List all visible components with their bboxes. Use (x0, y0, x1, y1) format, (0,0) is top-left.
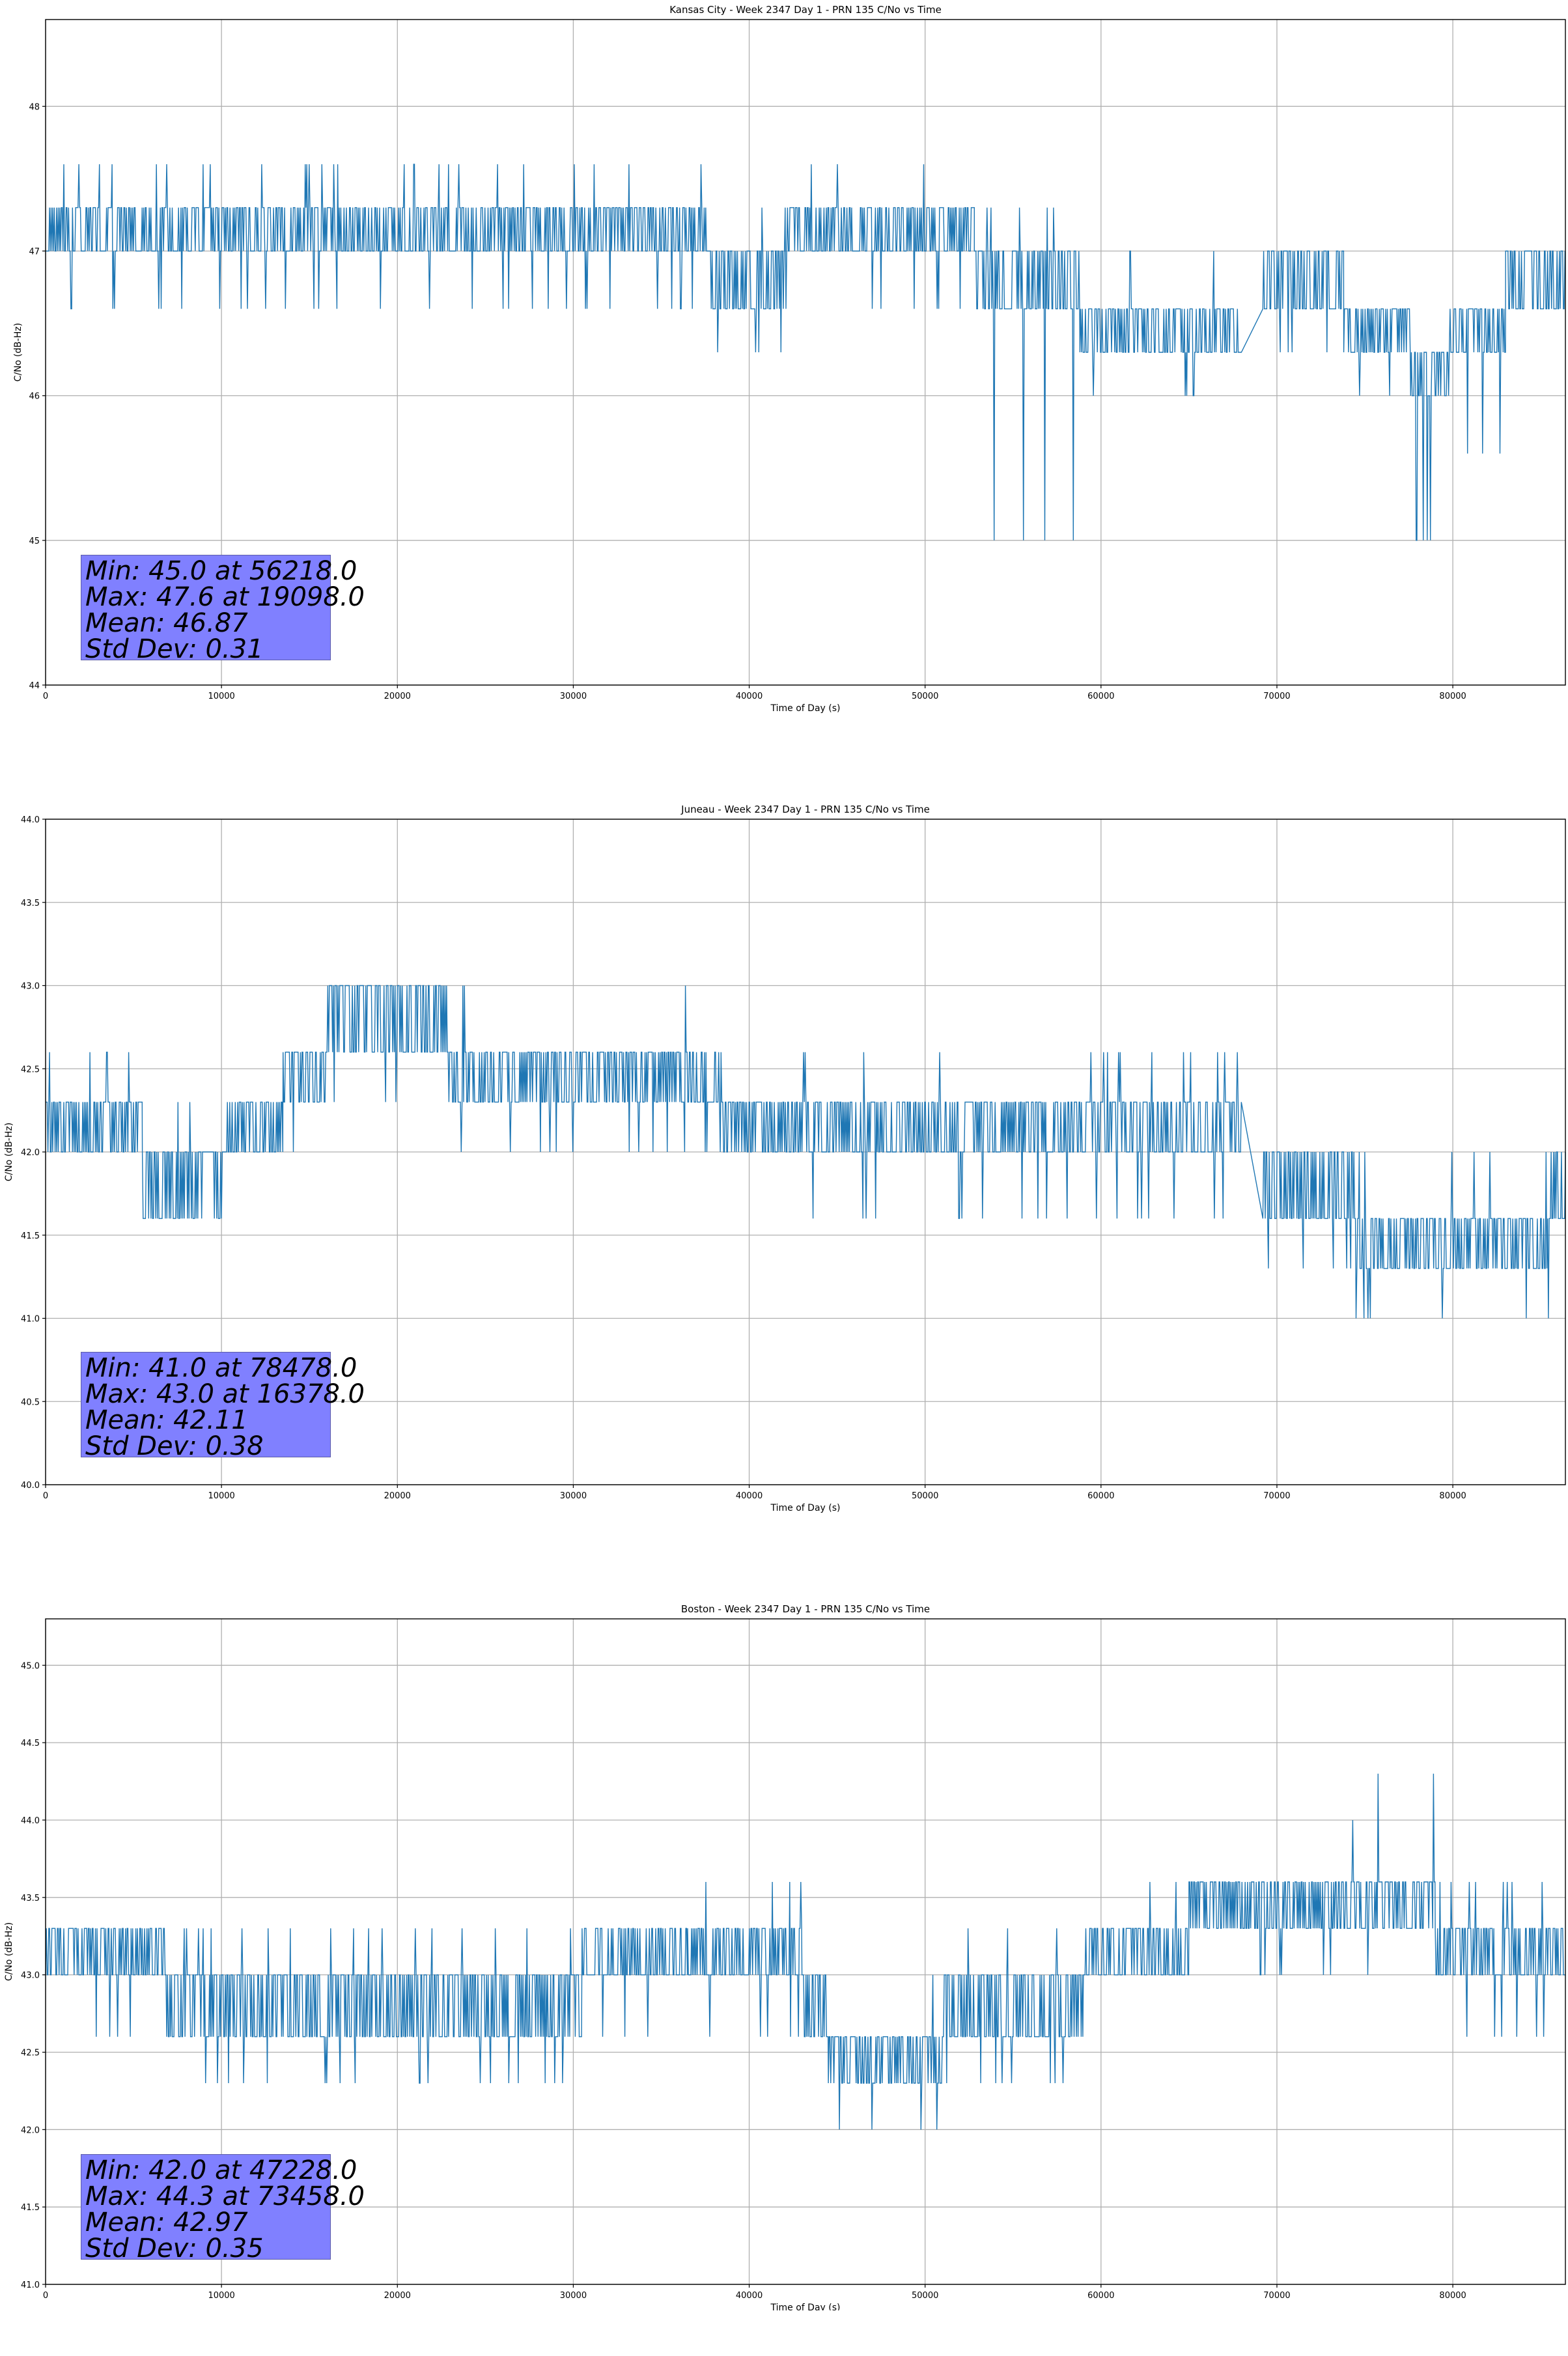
chart-juneau: Juneau - Week 2347 Day 1 - PRN 135 C/No … (0, 801, 1568, 1556)
stats-box-kansas-city: Min: 45.0 at 56218.0 Max: 47.6 at 19098.… (81, 555, 365, 664)
stat-std: Std Dev: 0.31 (85, 634, 264, 664)
y-tick-label: 41.5 (21, 2203, 40, 2213)
y-tick-label: 43.0 (21, 1971, 40, 1981)
chart-boston: Boston - Week 2347 Day 1 - PRN 135 C/No … (0, 1601, 1568, 2356)
stat-min: Min: 41.0 at 78478.0 (85, 1353, 357, 1383)
y-tick-label: 42.5 (21, 2048, 40, 2058)
y-tick-label: 46 (29, 392, 40, 402)
y-axis: 44 45 46 47 48 (29, 102, 46, 691)
chart-boston-svg: Boston - Week 2347 Day 1 - PRN 135 C/No … (4, 1603, 1566, 2310)
x-axis: 0 10000 20000 30000 40000 50000 60000 70000 8000… (43, 2284, 1466, 2301)
data-series-line (46, 163, 1565, 541)
x-tick-label: 30000 (560, 692, 587, 701)
y-axis-label: C/No (dB-Hz) (4, 1123, 14, 1181)
y-axis: 41.0 41.5 42.0 42.5 43.0 43.5 44.0 44.5 45.0 (21, 1661, 46, 2290)
y-tick-label: 47 (29, 247, 40, 257)
x-tick-label: 0 (43, 2291, 48, 2301)
x-tick-label: 60000 (1087, 692, 1114, 701)
x-tick-label: 10000 (208, 1491, 234, 1501)
chart-title: Kansas City - Week 2347 Day 1 - PRN 135 … (669, 4, 942, 16)
data-series-line (45, 1773, 1565, 2130)
x-tick-label: 0 (43, 692, 48, 701)
stat-std: Std Dev: 0.35 (85, 2234, 264, 2264)
y-tick-label: 41.0 (21, 2280, 40, 2290)
chart-kansas-city: Kansas City - Week 2347 Day 1 - PRN 135 … (0, 0, 1568, 755)
x-tick-label: 50000 (912, 2291, 938, 2301)
x-axis: 0 10000 20000 30000 40000 50000 60000 70000 8000… (43, 685, 1466, 701)
chart-juneau-svg: Juneau - Week 2347 Day 1 - PRN 135 C/No … (4, 804, 1566, 1513)
y-tick-label: 42.0 (21, 2125, 40, 2135)
y-tick-label: 40.5 (21, 1397, 40, 1407)
x-axis: 0 10000 20000 30000 40000 50000 60000 70000 8000… (43, 1485, 1466, 1501)
stat-std: Std Dev: 0.38 (85, 1431, 264, 1461)
chart-title: Juneau - Week 2347 Day 1 - PRN 135 C/No … (680, 804, 930, 815)
chart-kansas-city-svg: Kansas City - Week 2347 Day 1 - PRN 135 … (13, 4, 1566, 714)
x-tick-label: 80000 (1439, 692, 1466, 701)
x-tick-label: 50000 (912, 1491, 938, 1501)
y-tick-label: 44.5 (21, 1739, 40, 1748)
stat-max: Max: 44.3 at 73458.0 (85, 2181, 365, 2211)
stat-mean: Mean: 46.87 (85, 608, 248, 638)
y-tick-label: 41.0 (21, 1315, 40, 1325)
x-tick-label: 30000 (560, 2291, 587, 2301)
x-tick-label: 0 (43, 1491, 48, 1501)
x-tick-label: 40000 (736, 2291, 763, 2301)
chart-title: Boston - Week 2347 Day 1 - PRN 135 C/No … (681, 1603, 930, 1615)
y-tick-label: 44 (29, 681, 40, 691)
stat-min: Min: 42.0 at 47228.0 (85, 2155, 357, 2185)
x-tick-label: 40000 (736, 1491, 763, 1501)
x-tick-label: 70000 (1263, 692, 1290, 701)
y-tick-label: 44.0 (21, 1816, 40, 1826)
stat-min: Min: 45.0 at 56218.0 (85, 556, 357, 586)
x-tick-label: 40000 (736, 692, 763, 701)
x-tick-label: 10000 (208, 2291, 234, 2301)
y-tick-label: 41.5 (21, 1231, 40, 1241)
x-axis-label: Time of Day (s) (770, 2303, 841, 2310)
y-tick-label: 42.5 (21, 1065, 40, 1074)
x-tick-label: 60000 (1087, 1491, 1114, 1501)
y-axis: 40.0 40.5 41.0 41.5 42.0 42.5 43.0 43.5 44.0 (21, 815, 46, 1491)
stats-box-juneau: Min: 41.0 at 78478.0 Max: 43.0 at 16378.… (81, 1352, 365, 1461)
x-axis-label: Time of Day (s) (770, 1503, 841, 1513)
stats-box-boston: Min: 42.0 at 47228.0 Max: 44.3 at 73458.… (81, 2154, 365, 2264)
data-series-line (46, 985, 1566, 1319)
x-tick-label: 60000 (1087, 2291, 1114, 2301)
y-tick-label: 40.0 (21, 1481, 40, 1491)
y-tick-label: 45 (29, 537, 40, 546)
y-axis-label: C/No (dB-Hz) (4, 1922, 14, 1981)
stat-mean: Mean: 42.97 (85, 2208, 248, 2237)
x-tick-label: 80000 (1439, 2291, 1466, 2301)
plot-frame (45, 1618, 1566, 2285)
x-axis-label: Time of Day (s) (770, 703, 841, 714)
x-tick-label: 70000 (1263, 1491, 1290, 1501)
y-tick-label: 43.5 (21, 1894, 40, 1903)
x-tick-label: 10000 (208, 692, 234, 701)
stat-max: Max: 43.0 at 16378.0 (85, 1379, 365, 1409)
y-tick-label: 48 (29, 102, 40, 112)
x-tick-label: 70000 (1263, 2291, 1290, 2301)
x-tick-label: 50000 (912, 692, 938, 701)
x-tick-label: 30000 (560, 1491, 587, 1501)
y-tick-label: 45.0 (21, 1661, 40, 1671)
y-tick-label: 43.5 (21, 899, 40, 908)
y-tick-label: 43.0 (21, 982, 40, 992)
x-tick-label: 80000 (1439, 1491, 1466, 1501)
x-tick-label: 20000 (384, 2291, 411, 2301)
y-tick-label: 44.0 (21, 815, 40, 825)
stat-max: Max: 47.6 at 19098.0 (85, 582, 365, 612)
y-axis-label: C/No (dB-Hz) (13, 323, 23, 382)
plot-frame (45, 19, 1566, 686)
stat-mean: Mean: 42.11 (85, 1405, 248, 1435)
x-tick-label: 20000 (384, 1491, 411, 1501)
x-tick-label: 20000 (384, 692, 411, 701)
y-tick-label: 42.0 (21, 1148, 40, 1158)
